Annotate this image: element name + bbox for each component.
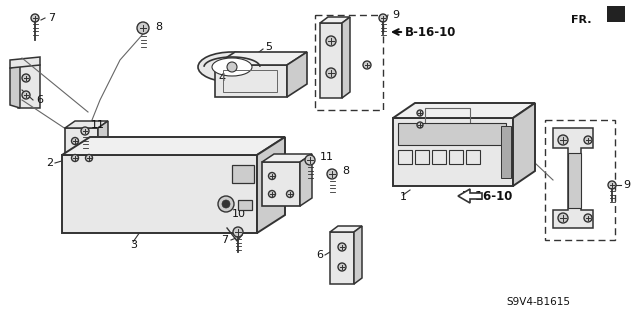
Circle shape (584, 136, 592, 144)
Circle shape (227, 62, 237, 72)
Text: 1: 1 (400, 192, 407, 202)
Circle shape (379, 14, 387, 22)
Polygon shape (10, 65, 20, 108)
Circle shape (218, 196, 234, 212)
Text: 6: 6 (36, 95, 43, 105)
Polygon shape (300, 154, 312, 206)
Ellipse shape (198, 52, 266, 82)
Polygon shape (62, 155, 257, 233)
Polygon shape (393, 118, 513, 186)
Ellipse shape (212, 58, 252, 76)
Text: 9: 9 (392, 10, 399, 20)
Polygon shape (330, 232, 354, 284)
Circle shape (81, 127, 89, 135)
Text: 2: 2 (248, 170, 255, 180)
Polygon shape (62, 137, 285, 155)
Text: 4: 4 (218, 73, 225, 83)
Bar (425, 108, 470, 128)
Polygon shape (320, 17, 350, 23)
Circle shape (287, 190, 294, 197)
Text: 7: 7 (48, 13, 55, 23)
Bar (415, 150, 429, 164)
Circle shape (327, 169, 337, 179)
Circle shape (417, 110, 423, 116)
Polygon shape (257, 137, 285, 233)
Bar (232, 165, 254, 183)
Circle shape (222, 200, 230, 208)
Text: 10: 10 (232, 209, 246, 219)
Polygon shape (262, 154, 312, 162)
Circle shape (558, 135, 568, 145)
Bar (466, 150, 480, 164)
Polygon shape (458, 189, 482, 203)
Polygon shape (342, 17, 350, 98)
Text: 8: 8 (155, 22, 162, 32)
Polygon shape (607, 6, 625, 22)
Circle shape (269, 190, 275, 197)
Bar (398, 150, 412, 164)
Polygon shape (320, 23, 342, 98)
Circle shape (22, 74, 30, 82)
Circle shape (22, 91, 30, 99)
Text: 8: 8 (342, 166, 349, 176)
Circle shape (31, 14, 39, 22)
Text: 11: 11 (91, 120, 105, 130)
Circle shape (584, 214, 592, 222)
Polygon shape (98, 121, 108, 170)
Circle shape (558, 213, 568, 223)
Circle shape (233, 227, 243, 237)
Text: 3: 3 (130, 240, 137, 250)
Polygon shape (262, 162, 300, 206)
Circle shape (363, 61, 371, 69)
Text: B-16-10: B-16-10 (405, 26, 456, 39)
Bar (315, 15, 383, 110)
Polygon shape (354, 226, 362, 284)
Circle shape (326, 36, 336, 46)
Circle shape (86, 154, 93, 161)
Polygon shape (65, 121, 108, 128)
Text: 11: 11 (320, 152, 334, 162)
Text: 2: 2 (46, 158, 53, 168)
Circle shape (417, 122, 423, 128)
Circle shape (326, 68, 336, 78)
Bar (238, 200, 252, 210)
Circle shape (72, 154, 79, 161)
Circle shape (338, 263, 346, 271)
Bar (545, 120, 615, 240)
Bar (449, 150, 463, 164)
Circle shape (608, 181, 616, 189)
Text: 9: 9 (623, 180, 630, 190)
Polygon shape (553, 128, 593, 228)
Polygon shape (513, 103, 535, 186)
Bar (568, 153, 581, 208)
Polygon shape (330, 226, 362, 232)
Text: FR.: FR. (570, 15, 591, 25)
Circle shape (305, 155, 315, 165)
Polygon shape (215, 52, 307, 65)
Bar (223, 70, 277, 92)
Circle shape (137, 22, 149, 34)
Polygon shape (393, 103, 535, 118)
Polygon shape (287, 52, 307, 97)
Polygon shape (18, 65, 40, 108)
Bar (398, 123, 506, 145)
Polygon shape (215, 65, 287, 97)
Bar (432, 150, 446, 164)
Text: S9V4-B1615: S9V4-B1615 (506, 297, 570, 307)
Polygon shape (10, 57, 40, 68)
Circle shape (269, 173, 275, 180)
Text: 7: 7 (221, 235, 228, 245)
Circle shape (72, 137, 79, 145)
Text: 6: 6 (316, 250, 323, 260)
Circle shape (338, 243, 346, 251)
Bar (501, 126, 511, 178)
Text: 5: 5 (265, 42, 272, 52)
Text: B-16-10: B-16-10 (462, 189, 513, 203)
Polygon shape (65, 128, 98, 170)
